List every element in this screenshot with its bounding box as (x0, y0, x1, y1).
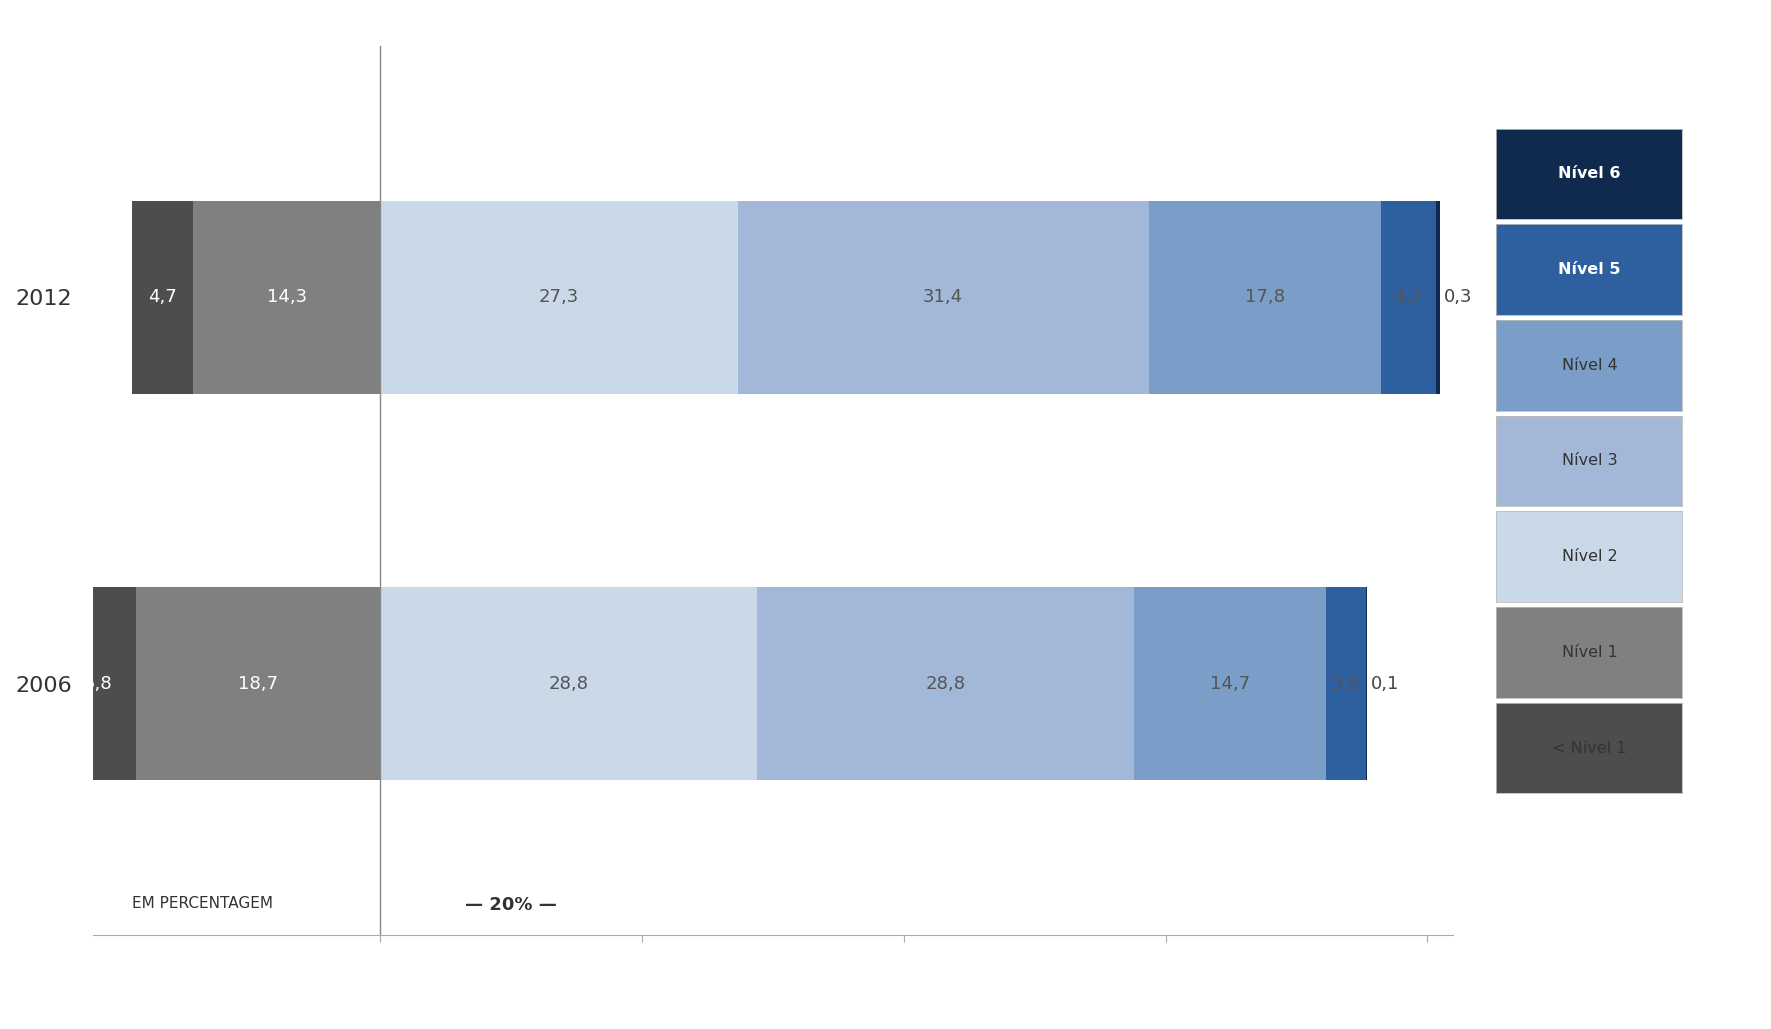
Text: Nível 3: Nível 3 (1562, 454, 1617, 468)
Bar (1149, 201, 1381, 394)
Text: 3,0: 3,0 (1332, 675, 1360, 693)
Bar (1326, 588, 1365, 780)
Text: 28,8: 28,8 (926, 675, 965, 693)
Text: 28,8: 28,8 (549, 675, 590, 693)
Text: 14,7: 14,7 (1210, 675, 1250, 693)
Text: — 20% —: — 20% — (466, 896, 558, 915)
Bar (1381, 201, 1436, 394)
Text: 17,8: 17,8 (1245, 288, 1286, 307)
Bar (60, 588, 136, 780)
Text: 4,2: 4,2 (1394, 288, 1424, 307)
Bar (1436, 201, 1440, 394)
Text: 31,4: 31,4 (923, 288, 963, 307)
Bar (1133, 588, 1326, 780)
Text: < Nível 1: < Nível 1 (1551, 741, 1628, 755)
Bar (381, 588, 758, 780)
Bar (739, 201, 1149, 394)
Text: Nível 4: Nível 4 (1562, 358, 1617, 372)
Text: EM PERCENTAGEM: EM PERCENTAGEM (131, 896, 273, 912)
Text: Nível 1: Nível 1 (1562, 645, 1617, 660)
Text: 0,3: 0,3 (1443, 288, 1473, 307)
Bar (131, 201, 193, 394)
Bar (136, 588, 381, 780)
Bar (193, 201, 381, 394)
Text: Nível 6: Nível 6 (1558, 167, 1620, 181)
Text: 0,1: 0,1 (1371, 675, 1399, 693)
Bar (758, 588, 1133, 780)
Text: 27,3: 27,3 (538, 288, 579, 307)
Text: Nível 5: Nível 5 (1558, 262, 1620, 277)
Text: 5,8: 5,8 (83, 675, 112, 693)
Text: Nível 2: Nível 2 (1562, 549, 1617, 564)
Text: 14,3: 14,3 (267, 288, 306, 307)
Text: 4,7: 4,7 (149, 288, 177, 307)
Bar (381, 201, 739, 394)
Text: 18,7: 18,7 (237, 675, 278, 693)
